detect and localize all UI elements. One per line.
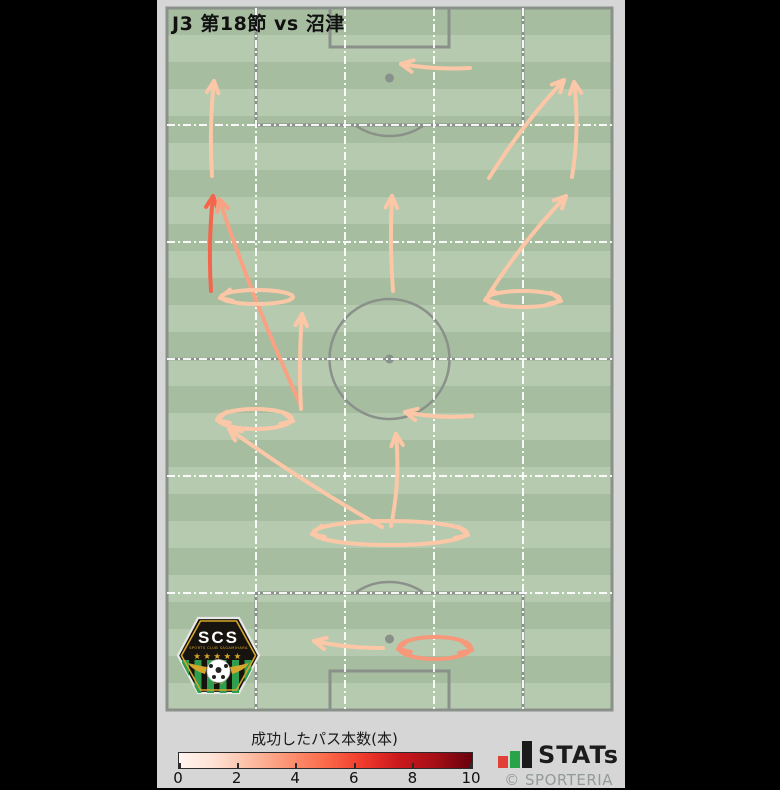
chart-title: J3 第18節 vs 沼津: [172, 13, 345, 35]
legend-tick: [236, 763, 239, 768]
legend-tick-label: 0: [173, 769, 183, 787]
legend-colorbar: [178, 752, 473, 769]
pitch-stripes: [167, 8, 612, 711]
pass-arrow: [567, 80, 584, 179]
legend-tick: [412, 763, 415, 768]
pass-loop-arrow: [396, 635, 474, 661]
sporteria-credit: © SPORTERIA: [504, 771, 613, 789]
legend-tick: [295, 763, 298, 768]
zone-grid-lines: [167, 8, 612, 710]
pass-arrow: [293, 312, 309, 411]
legend-tick-label: 4: [290, 769, 300, 787]
legend-tick: [470, 763, 472, 768]
stats-barchart-icon: [498, 741, 532, 768]
badge-stars: ★★★★★: [193, 652, 244, 662]
badge-subtext: SPORTS CLUB SAGAMIHARA: [189, 646, 248, 650]
legend-tick: [353, 763, 356, 768]
legend-tick-label: 10: [461, 769, 481, 787]
stats-logo: STATs: [498, 741, 619, 769]
legend-tick-label: 6: [349, 769, 359, 787]
pass-arrow: [383, 194, 400, 293]
pass-arrow: [389, 432, 405, 528]
legend-tick-label: 8: [407, 769, 418, 787]
pass-arrow: [227, 427, 384, 529]
pass-arrow: [205, 79, 221, 178]
pass-arrows-layer: [204, 58, 584, 661]
legend-tick-label: 2: [231, 769, 242, 787]
stats-wordmark: STATs: [538, 741, 619, 769]
pass-arrow: [399, 58, 472, 74]
pass-loop-arrow: [483, 289, 563, 309]
legend-title: 成功したパス本数(本): [251, 730, 398, 748]
pass-arrow: [487, 78, 566, 180]
pass-arrow: [312, 635, 385, 652]
badge-label: SCS: [198, 628, 239, 647]
legend-tick: [179, 763, 181, 768]
pass-loop-arrow: [310, 519, 470, 547]
pass-arrow: [403, 406, 474, 423]
pass-arrow: [487, 194, 568, 296]
pass-loop-arrow: [218, 287, 295, 306]
pass-loop-arrow: [215, 407, 295, 431]
